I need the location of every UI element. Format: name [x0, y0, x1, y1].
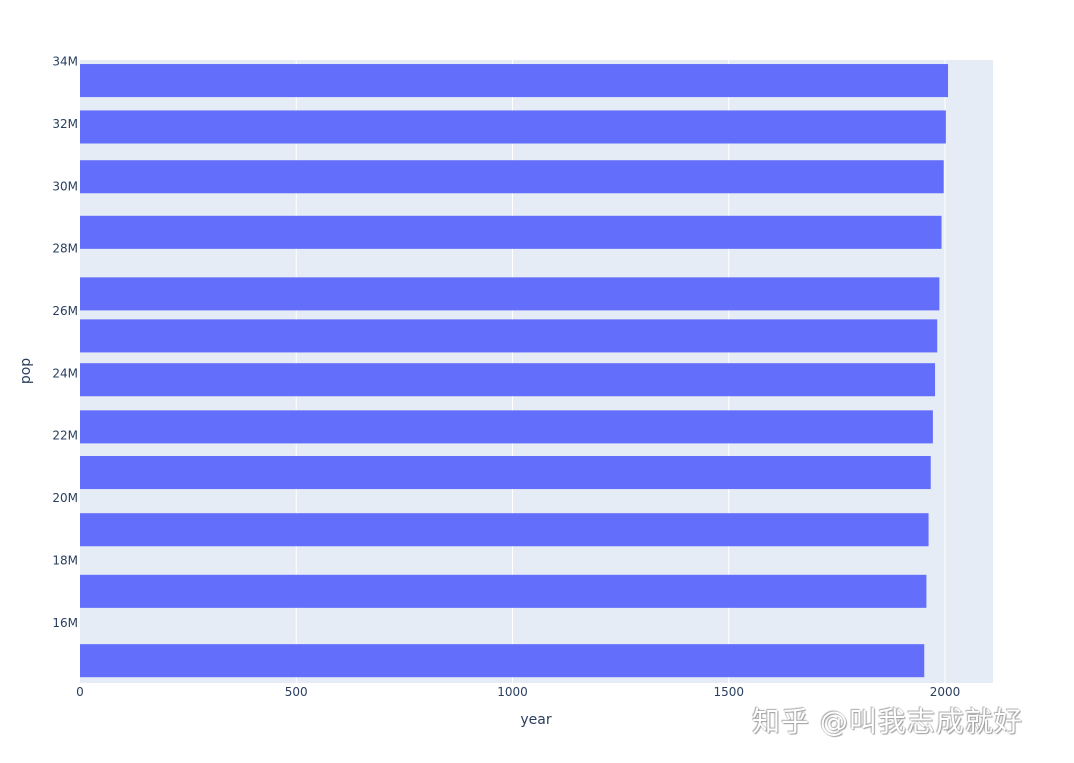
bar[interactable] [80, 64, 949, 98]
x-axis-title: year [520, 712, 551, 728]
x-axis-ticks: 0 500 1000 1500 2000 [76, 685, 960, 699]
y-tick-label: 20M [52, 491, 78, 505]
x-tick-label: 0 [76, 685, 84, 699]
bar[interactable] [80, 110, 946, 144]
y-axis-ticks: 16M 18M 20M 22M 24M 26M 28M 30M 32M 34M [52, 55, 78, 630]
bar[interactable] [80, 513, 929, 547]
x-tick-label: 1000 [497, 685, 528, 699]
bar[interactable] [80, 363, 936, 397]
x-tick-label: 2000 [930, 685, 961, 699]
bars [80, 64, 949, 678]
bar[interactable] [80, 456, 931, 490]
y-tick-label: 26M [52, 304, 78, 318]
y-axis-title: pop [18, 358, 34, 384]
y-tick-label: 18M [52, 553, 78, 567]
x-tick-label: 500 [285, 685, 308, 699]
y-tick-label: 22M [52, 429, 78, 443]
y-tick-label: 30M [52, 179, 78, 193]
bar[interactable] [80, 215, 942, 249]
y-tick-label: 24M [52, 366, 78, 380]
bar[interactable] [80, 574, 927, 608]
bar[interactable] [80, 277, 940, 311]
y-tick-label: 28M [52, 242, 78, 256]
y-tick-label: 34M [52, 55, 78, 69]
y-tick-label: 16M [52, 616, 78, 630]
x-tick-label: 1500 [713, 685, 744, 699]
bar[interactable] [80, 644, 925, 678]
watermark-text: 知乎 @叫我志成就好 [752, 705, 1023, 738]
bar[interactable] [80, 319, 938, 353]
y-tick-label: 32M [52, 117, 78, 131]
bar[interactable] [80, 160, 944, 194]
bar[interactable] [80, 410, 933, 444]
